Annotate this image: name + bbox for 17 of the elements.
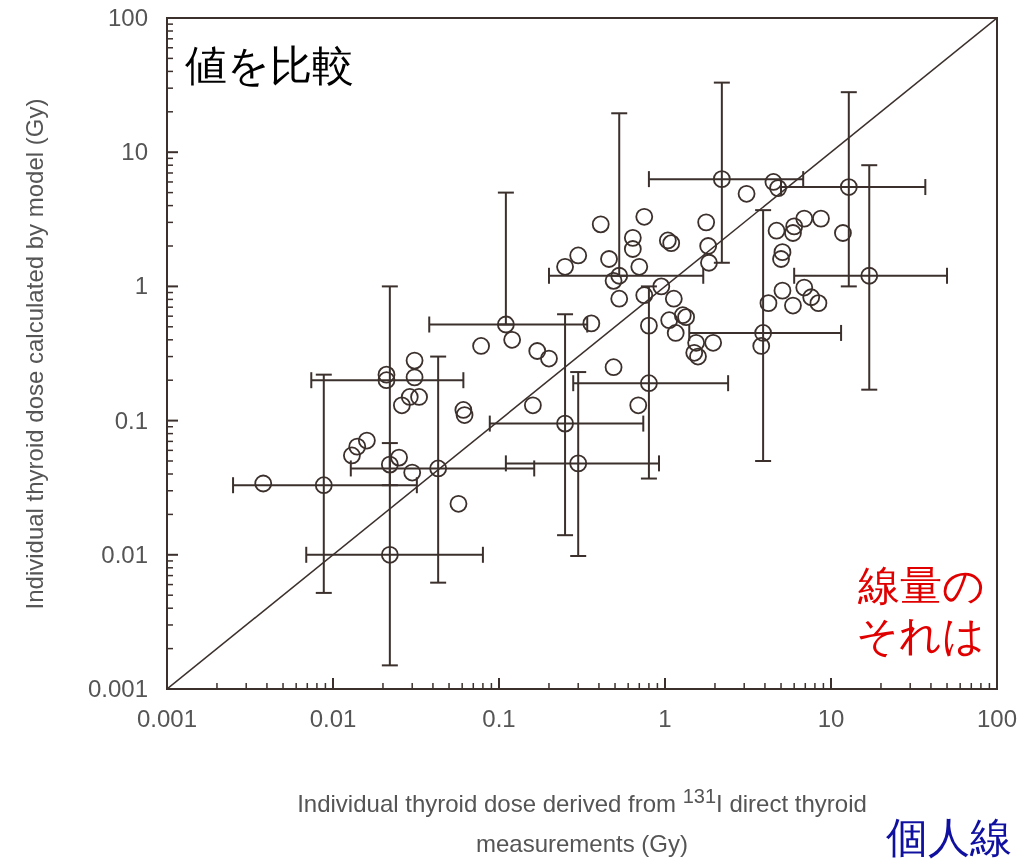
y-tick-label: 0.1 [114, 406, 148, 434]
annotation: それは [856, 611, 985, 660]
x-tick-label: 10 [817, 705, 845, 732]
x-tick-label: 0.1 [482, 705, 516, 732]
x-tick-label: 1 [658, 705, 672, 732]
y-axis-title: Individual thyroid dose calculated by model (Gy) [20, 97, 49, 612]
y-tick-label: 0.01 [101, 540, 148, 568]
annotation: 値を比較 [185, 41, 354, 90]
x-tick-label: 100 [976, 705, 1018, 732]
text: Individual thyroid dose derived from $^{131}$I direct thyroid measurements (Gy) [297, 785, 867, 857]
x-tick-label: 0.01 [309, 705, 357, 732]
text: 個人線 [886, 813, 1012, 862]
y-tick-label: 10 [121, 138, 148, 166]
annotation: 線量の [857, 561, 985, 610]
y-tick-label: 0.001 [87, 675, 148, 702]
y-tick-label: 100 [107, 4, 148, 31]
y-tick-label: 1 [134, 272, 148, 300]
